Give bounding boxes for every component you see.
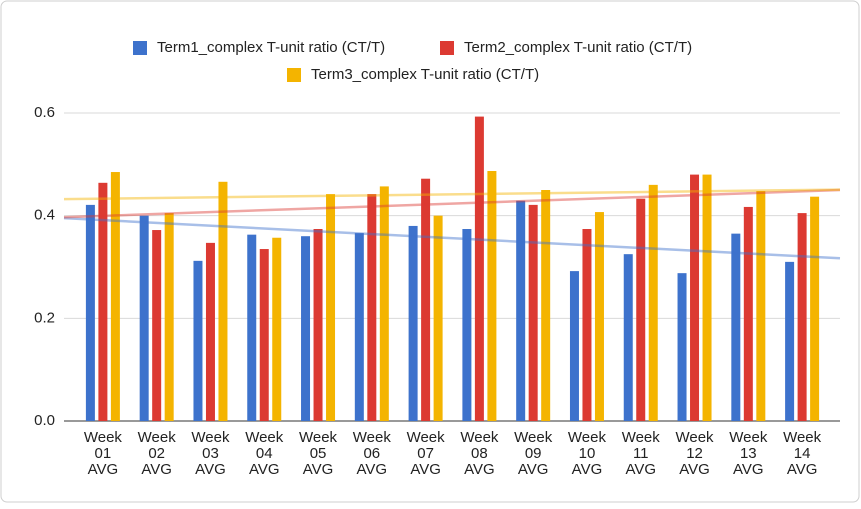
x-tick-label: Week	[783, 429, 822, 446]
bar	[367, 194, 377, 421]
x-tick-label: 09	[525, 445, 542, 462]
bar	[98, 182, 108, 421]
x-tick-label: AVG	[357, 461, 388, 478]
x-tick-label: Week	[729, 429, 768, 446]
bar	[152, 230, 162, 421]
y-tick-label: 0.6	[34, 104, 55, 121]
x-tick-label: Week	[191, 429, 230, 446]
bar	[205, 242, 215, 421]
x-tick-label: 05	[310, 445, 327, 462]
bar	[785, 261, 795, 421]
x-tick-label: AVG	[464, 461, 495, 478]
bar	[810, 196, 820, 421]
bar	[462, 229, 472, 421]
bar	[110, 172, 120, 421]
x-tick-label: AVG	[249, 461, 280, 478]
x-tick-label: Week	[84, 429, 123, 446]
x-tick-label: 01	[95, 445, 112, 462]
bar	[301, 236, 311, 421]
x-tick-label: AVG	[572, 461, 603, 478]
x-tick-label: 14	[794, 445, 811, 462]
bar	[677, 273, 687, 421]
trendline	[63, 188, 841, 201]
trendline	[63, 216, 841, 260]
y-tick-label: 0.0	[34, 412, 55, 429]
legend-label: Term3_complex T-unit ratio (CT/T)	[311, 66, 539, 83]
bar	[259, 249, 269, 421]
x-tick-label: 08	[471, 445, 488, 462]
y-tick-label: 0.4	[34, 207, 55, 224]
bar	[313, 229, 323, 421]
x-tick-label: 06	[363, 445, 380, 462]
bar	[623, 254, 633, 421]
x-tick-label: 12	[686, 445, 703, 462]
x-tick-label: Week	[514, 429, 553, 446]
x-tick-label: AVG	[410, 461, 441, 478]
legend-swatch	[287, 68, 301, 82]
bar	[594, 212, 604, 421]
x-tick-label: AVG	[303, 461, 334, 478]
bar	[582, 229, 592, 421]
legend-label: Term2_complex T-unit ratio (CT/T)	[464, 39, 692, 56]
x-tick-label: 04	[256, 445, 273, 462]
x-tick-label: Week	[407, 429, 446, 446]
bar	[702, 174, 712, 421]
bar	[690, 174, 700, 421]
bar	[474, 116, 484, 422]
x-tick-label: Week	[460, 429, 499, 446]
x-tick-label: Week	[622, 429, 661, 446]
x-tick-label: 13	[740, 445, 757, 462]
bar	[797, 213, 807, 421]
bar	[272, 237, 282, 421]
bar	[85, 204, 95, 421]
y-tick-label: 0.2	[34, 309, 55, 326]
x-tick-label: 02	[148, 445, 165, 462]
x-tick-label: AVG	[195, 461, 226, 478]
x-tick-label: AVG	[518, 461, 549, 478]
bar	[193, 260, 203, 421]
bar	[218, 181, 228, 421]
x-tick-label: Week	[299, 429, 338, 446]
legend-label: Term1_complex T-unit ratio (CT/T)	[157, 39, 385, 56]
x-tick-label: Week	[568, 429, 607, 446]
x-tick-label: 10	[579, 445, 596, 462]
bar	[528, 204, 538, 421]
bar	[648, 184, 658, 421]
trendline	[63, 188, 841, 219]
x-tick-label: 03	[202, 445, 219, 462]
x-tick-label: AVG	[625, 461, 656, 478]
bar	[516, 200, 526, 421]
x-tick-label: 11	[633, 445, 649, 462]
x-tick-label: AVG	[787, 461, 818, 478]
bar	[354, 233, 364, 421]
bar	[326, 194, 336, 421]
x-tick-label: AVG	[141, 461, 172, 478]
bar	[756, 191, 766, 421]
bar	[636, 198, 646, 421]
legend-swatch	[440, 41, 454, 55]
bar	[421, 178, 431, 421]
bar	[487, 171, 497, 421]
bar	[139, 215, 149, 421]
legend-swatch	[133, 41, 147, 55]
x-tick-label: AVG	[88, 461, 119, 478]
x-tick-label: Week	[353, 429, 392, 446]
bar	[541, 190, 551, 421]
bar	[379, 186, 389, 421]
bar	[569, 271, 579, 421]
bar	[731, 233, 741, 421]
bar	[247, 234, 257, 421]
x-tick-label: 07	[417, 445, 434, 462]
bar	[743, 206, 753, 421]
bar	[408, 225, 418, 421]
x-tick-label: Week	[138, 429, 177, 446]
x-tick-label: AVG	[733, 461, 764, 478]
x-tick-label: Week	[675, 429, 714, 446]
x-tick-label: AVG	[679, 461, 710, 478]
bar	[164, 213, 174, 421]
x-tick-label: Week	[245, 429, 284, 446]
bar	[433, 215, 443, 421]
